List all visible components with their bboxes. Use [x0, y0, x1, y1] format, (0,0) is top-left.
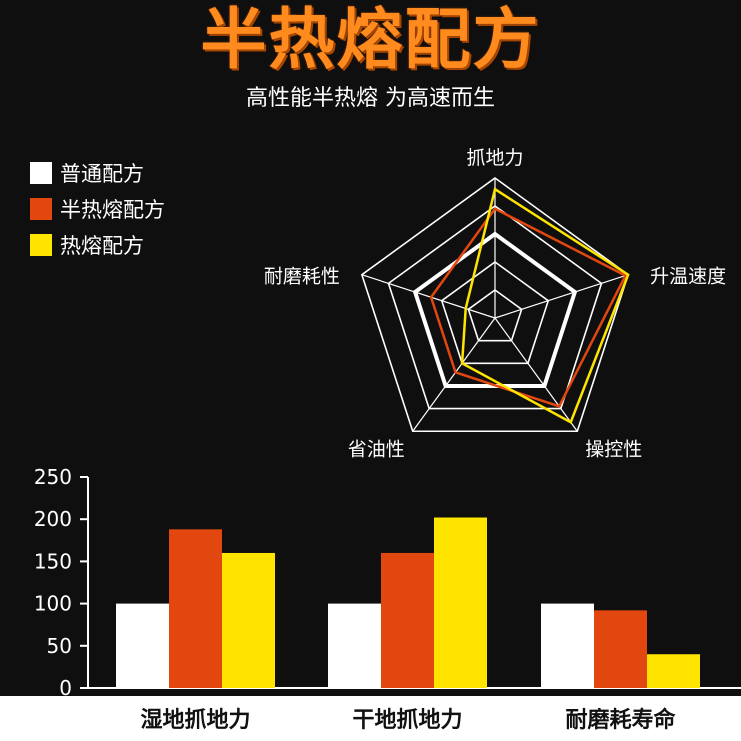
legend-swatch-regular: [30, 162, 52, 184]
radar-axis-label: 省油性: [348, 438, 405, 460]
radar-spoke: [494, 317, 578, 432]
y-tick-label: 50: [47, 634, 72, 658]
y-tick-label: 200: [34, 507, 72, 531]
bar-hot-melt: [434, 517, 487, 688]
legend-label-hot-melt: 热熔配方: [60, 234, 144, 258]
radar-axis-label: 抓地力: [466, 147, 523, 169]
radar-spoke: [361, 274, 496, 319]
x-tick-label: 干地抓地力: [352, 707, 462, 733]
radar-series-hot-melt: [460, 187, 630, 424]
legend-label-regular: 普通配方: [60, 162, 144, 186]
y-tick-label: 0: [59, 676, 72, 700]
bar-semi-hot-melt: [169, 529, 222, 688]
radar-axis-label: 操控性: [585, 438, 642, 460]
radar-ring: [360, 177, 630, 433]
bar-semi-hot-melt: [381, 552, 434, 688]
bar-semi-hot-melt: [594, 610, 647, 688]
radar-ring: [467, 289, 523, 342]
x-axis-label-strip: [0, 696, 741, 741]
bar-regular: [541, 603, 594, 688]
legend-item-regular: 普通配方: [30, 155, 165, 191]
radar-spoke: [412, 317, 496, 432]
radar-ring: [440, 261, 550, 365]
radar-axis-label: 耐磨耗性: [264, 266, 340, 288]
legend-label-semi-hot-melt: 半热熔配方: [60, 198, 165, 222]
x-tick-label: 耐磨耗寿命: [565, 707, 676, 733]
legend-item-semi-hot-melt: 半热熔配方: [30, 191, 165, 227]
bar-regular: [328, 603, 381, 688]
y-tick-label: 150: [34, 549, 72, 573]
radar-spoke: [494, 274, 629, 319]
page-title: 半热熔配方: [200, 1, 541, 78]
legend-item-hot-melt: 热熔配方: [30, 227, 165, 263]
legend: 普通配方 半热熔配方 热熔配方: [30, 155, 165, 263]
radar-ring: [387, 205, 603, 410]
page-subtitle: 高性能半热熔 为高速而生: [246, 86, 495, 111]
bar-regular: [116, 603, 169, 688]
bar-hot-melt: [647, 654, 700, 688]
x-tick-label: 湿地抓地力: [140, 707, 250, 733]
radar-series-semi-hot-melt: [429, 207, 628, 408]
radar-axis-label: 升温速度: [650, 266, 726, 288]
bar-hot-melt: [222, 552, 275, 688]
y-tick-label: 100: [34, 592, 72, 616]
legend-swatch-semi-hot-melt: [30, 198, 52, 220]
legend-swatch-hot-melt: [30, 234, 52, 256]
y-tick-label: 250: [34, 465, 72, 489]
